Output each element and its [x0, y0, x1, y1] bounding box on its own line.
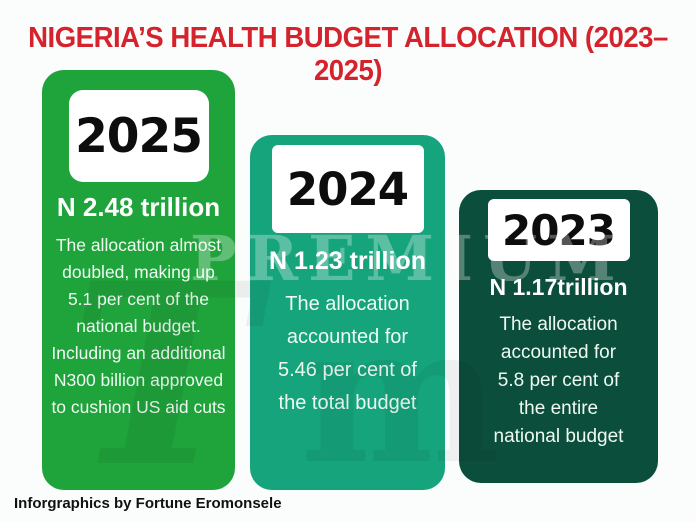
budget-card-2023: 2023 N 1.17trillion The allocation accou…: [459, 190, 658, 483]
amount-label-2025: N 2.48 trillion: [56, 192, 221, 222]
card-description-2024: The allocation accounted for 5.46 per ce…: [278, 293, 417, 414]
year-badge-2025: 2025: [68, 90, 209, 182]
budget-card-2024: 2024 N 1.23 trillion The allocation acco…: [250, 135, 445, 490]
page-title: NIGERIA’S HEALTH BUDGET ALLOCATION (2023…: [28, 22, 668, 87]
year-label-2023: 2023: [502, 205, 616, 255]
card-description-2023: The allocation accounted for 5.8 per cen…: [493, 314, 624, 447]
budget-card-2025: 2025 N 2.48 trillion The allocation almo…: [42, 70, 235, 490]
year-label-2024: 2024: [286, 162, 409, 216]
year-badge-2024: 2024: [271, 145, 424, 233]
card-description-2025: The allocation almost doubled, making up…: [51, 235, 226, 417]
year-label-2025: 2025: [75, 108, 203, 164]
year-badge-2023: 2023: [487, 199, 630, 261]
amount-label-2024: N 1.23 trillion: [269, 247, 426, 275]
amount-label-2023: N 1.17trillion: [489, 274, 628, 300]
credit-text: Inforgraphics by Fortune Eromonsele: [14, 495, 282, 512]
